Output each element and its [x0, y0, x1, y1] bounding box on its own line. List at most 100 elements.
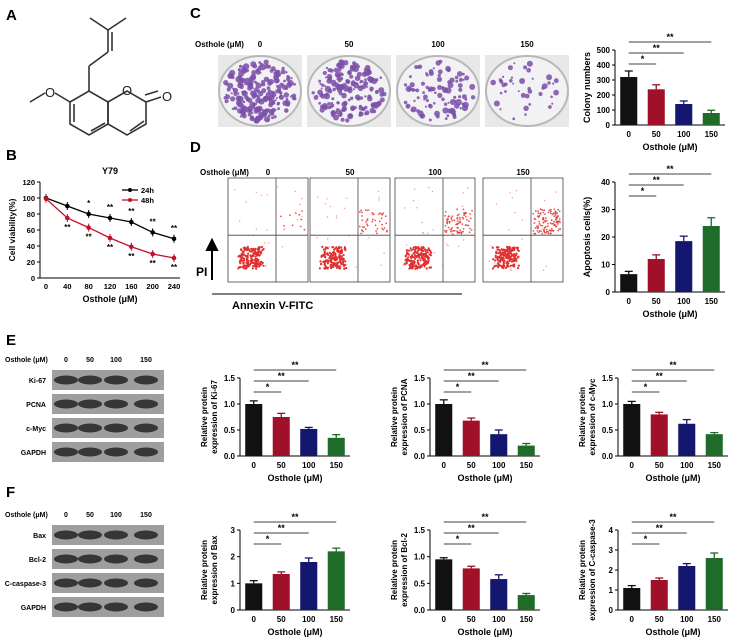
event-dot — [538, 214, 541, 217]
protein-band — [78, 423, 102, 433]
event-dot — [331, 246, 334, 249]
event-dot — [415, 256, 418, 259]
event-dot — [503, 254, 506, 257]
event-dot — [426, 251, 429, 254]
event-dot — [335, 217, 338, 219]
colony — [470, 95, 476, 100]
event-dot — [414, 248, 417, 251]
colony — [261, 109, 268, 117]
protein-band — [54, 423, 78, 433]
protein-band — [104, 602, 128, 612]
event-dot — [547, 222, 549, 225]
event-dot — [251, 255, 254, 258]
x-tick-label: 40 — [63, 282, 71, 291]
colony — [285, 97, 289, 101]
colony — [224, 99, 229, 104]
event-dot — [537, 210, 539, 213]
bar-0 — [245, 583, 263, 610]
colony — [335, 74, 339, 78]
event-dot — [502, 267, 505, 270]
sig-mark: ** — [278, 371, 286, 381]
y-tick-label: 0.0 — [414, 606, 426, 615]
colony — [502, 75, 505, 78]
event-dot — [241, 266, 244, 269]
colony — [278, 94, 285, 100]
blot-dose-label: 50 — [86, 357, 94, 364]
event-dot — [469, 227, 471, 230]
event-dot — [542, 221, 545, 224]
event-dot — [494, 254, 497, 257]
event-dot — [450, 216, 453, 219]
colony — [241, 113, 247, 119]
colony — [237, 101, 244, 108]
sig-mark: ** — [278, 523, 286, 533]
bar-chart-ki67: 0.00.51.01.50 50 100 150*****Osthole (μM)Re… — [200, 360, 350, 483]
event-dot — [509, 268, 512, 270]
colony — [548, 105, 552, 109]
colony — [253, 87, 259, 92]
event-dot — [414, 251, 417, 254]
event-dot — [510, 253, 514, 256]
y-tick-label: 2 — [609, 566, 614, 575]
colony — [249, 115, 255, 120]
y-tick-label: 1.0 — [224, 400, 236, 409]
x-tick-label: 100 — [680, 461, 694, 470]
bar-150 — [517, 595, 535, 610]
event-dot — [406, 252, 409, 255]
x-tick-label: 150 — [708, 461, 722, 470]
event-dot — [422, 252, 425, 256]
colony — [266, 86, 271, 91]
event-dot — [413, 188, 416, 190]
event-dot — [331, 264, 334, 267]
event-dot — [240, 249, 243, 252]
x-tick-label: 0 — [630, 461, 635, 470]
x-tick-label: 100 — [302, 615, 316, 624]
event-dot — [446, 222, 449, 225]
colony — [410, 108, 414, 112]
colony — [285, 102, 290, 107]
x-tick-label: 100 — [302, 461, 316, 470]
event-dot — [508, 250, 511, 253]
colony — [239, 115, 243, 118]
colony — [447, 108, 453, 114]
colony — [428, 86, 434, 92]
protein-band — [78, 375, 102, 385]
event-dot — [373, 213, 375, 216]
event-dot — [410, 256, 413, 259]
colony — [238, 77, 245, 84]
event-dot — [255, 228, 257, 230]
event-dot — [326, 267, 329, 270]
colony — [403, 83, 408, 87]
event-dot — [412, 246, 415, 249]
colony — [247, 97, 253, 103]
event-dot — [513, 258, 516, 261]
event-dot — [461, 223, 464, 226]
event-dot — [252, 249, 255, 252]
colony — [523, 65, 528, 70]
event-dot — [432, 229, 434, 231]
colony — [347, 113, 354, 120]
event-dot — [247, 234, 249, 236]
event-dot — [246, 256, 249, 259]
event-dot — [275, 258, 277, 261]
y-tick-label: 0.5 — [414, 426, 426, 435]
event-dot — [250, 250, 253, 253]
event-dot — [319, 260, 322, 263]
colony — [238, 65, 242, 68]
y-tick-label: 1.5 — [414, 526, 426, 535]
event-dot — [508, 247, 511, 250]
event-dot — [254, 247, 257, 250]
colony — [279, 91, 283, 95]
western-blot-e: Osthole (μM) 0 50 100 150 Ki-67 PCNA c-Myc GAPDH — [5, 357, 164, 462]
colony — [359, 96, 364, 100]
x-axis-label: Osthole (μM) — [457, 627, 512, 637]
sig-mark: ** — [291, 512, 299, 522]
colony — [277, 86, 282, 91]
event-dot — [412, 248, 415, 251]
event-dot — [361, 219, 364, 222]
event-dot — [382, 228, 385, 231]
colony — [258, 65, 261, 68]
sig-mark: * — [266, 382, 270, 392]
protein-band — [134, 375, 158, 385]
colony — [455, 79, 459, 83]
